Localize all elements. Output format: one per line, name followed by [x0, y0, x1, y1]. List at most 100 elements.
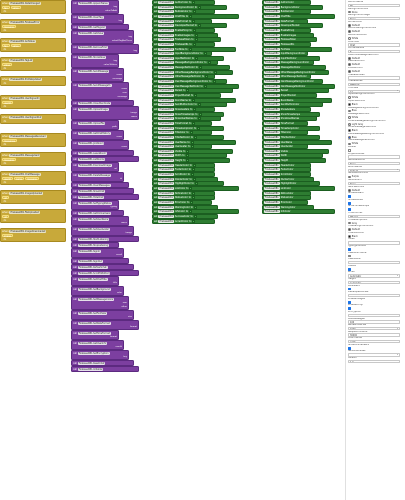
getter-block[interactable]: FirebaseDB1 TitleTextColor: [262, 134, 320, 140]
method-name[interactable]: FirebaseDB1.StartListening: [77, 237, 110, 241]
event-name[interactable]: FirebaseDB1.UserSignedIn: [9, 96, 41, 100]
getter-component[interactable]: FirebaseDB1: [264, 52, 280, 56]
getter-component[interactable]: FirebaseDB1: [264, 173, 280, 177]
property-input[interactable]: Automatic: [348, 280, 400, 285]
setter-block[interactable]: set FirebaseDB1 Width to: [152, 153, 227, 159]
setter-block[interactable]: set FirebaseDB1 ShowAvatars to: [152, 106, 215, 112]
color-picker[interactable]: White: [348, 37, 403, 40]
getter-component[interactable]: FirebaseDB1: [264, 205, 280, 209]
setter-property[interactable]: HeaderColor: [175, 163, 189, 167]
getter-component[interactable]: FirebaseDB1: [264, 154, 280, 158]
method-name[interactable]: FirebaseDB1.SetUserName: [77, 217, 110, 221]
getter-block[interactable]: FirebaseDB1 TimestampColor: [262, 125, 320, 131]
event-name[interactable]: FirebaseDB1.UserSignedOut: [9, 115, 43, 119]
color-swatch[interactable]: [348, 135, 351, 139]
setter-block[interactable]: set FirebaseDB1 ShowTimestamps to: [152, 111, 224, 117]
getter-block[interactable]: FirebaseDB1 InputTextColor: [262, 55, 320, 61]
setter-property[interactable]: HighlightColor: [175, 182, 191, 186]
setter-component[interactable]: FirebaseDB1: [158, 10, 175, 14]
property-input[interactable]: [348, 313, 400, 318]
property-input[interactable]: 14: [348, 89, 400, 93]
method-name[interactable]: FirebaseDB1.UploadFile: [77, 121, 106, 125]
getter-block[interactable]: FirebaseDB1 ShowAvatars: [262, 106, 311, 112]
setter-component[interactable]: FirebaseDB1: [158, 28, 175, 32]
getter-property[interactable]: EnableEmoji: [280, 28, 295, 32]
getter-block[interactable]: FirebaseDB1 StatusColor: [262, 195, 311, 201]
property-input[interactable]: 8: [348, 49, 400, 54]
event-param[interactable]: url: [2, 195, 9, 199]
setter-component[interactable]: FirebaseDB1: [158, 210, 175, 214]
setter-block[interactable]: set FirebaseDB1 WarningColor to: [152, 204, 218, 210]
method-name[interactable]: FirebaseDB1.SetMessageColors: [77, 297, 115, 301]
setter-property[interactable]: ShowTimestamps: [175, 112, 195, 116]
method-name[interactable]: FirebaseDB1.SendMessage: [77, 69, 110, 73]
setter-property[interactable]: Visible: [175, 149, 183, 153]
setter-block[interactable]: set FirebaseDB1 TitleTextColor to: [152, 134, 224, 140]
getter-component[interactable]: FirebaseDB1: [264, 28, 280, 32]
property-input[interactable]: DEFAULT: [348, 82, 400, 87]
setter-property[interactable]: FontSize: [175, 47, 185, 51]
setter-property[interactable]: DateFormat: [175, 19, 188, 23]
method-name[interactable]: FirebaseDB1.SetTypingStatus: [77, 201, 112, 205]
method-name[interactable]: FirebaseDB1.GetTagList: [77, 25, 106, 29]
setter-property[interactable]: FooterColor: [175, 168, 188, 172]
method-call-block[interactable]: call FirebaseDB1.SetChatTitle title: [71, 276, 119, 286]
color-picker[interactable]: Black: [348, 103, 403, 106]
event-name[interactable]: FirebaseDB1.GotValue: [9, 39, 36, 43]
setter-property[interactable]: EnableImages: [175, 33, 191, 37]
method-name[interactable]: FirebaseDB1.StopListening: [77, 243, 110, 247]
method-call-block[interactable]: call FirebaseDB1.JoinRoom room: [71, 140, 129, 150]
method-call-block[interactable]: call FirebaseDB1.DownloadImage url: [71, 162, 119, 172]
setter-property[interactable]: DeveloperBucket: [175, 24, 194, 28]
getter-component[interactable]: FirebaseDB1: [264, 19, 280, 23]
method-name[interactable]: FirebaseDB1.JoinRoom: [77, 141, 105, 145]
event-block[interactable]: when FirebaseDB1.ChatMessage userId name mes…: [0, 171, 66, 185]
getter-block[interactable]: FirebaseDB1 Height: [262, 158, 326, 164]
method-call-block[interactable]: call FirebaseDB1.StoreValue tag valueToStor…: [71, 54, 119, 68]
setter-block[interactable]: set FirebaseDB1 ChatTitle to: [152, 13, 239, 19]
method-call-block[interactable]: call FirebaseDB1.LeaveRoom: [71, 150, 134, 156]
method-name[interactable]: FirebaseDB1.RefreshChat: [77, 265, 108, 269]
method-name[interactable]: FirebaseDB1.SetFontSize: [77, 311, 107, 315]
getter-property[interactable]: FirebaseURL: [280, 42, 295, 46]
property-input[interactable]: 1000: [348, 326, 400, 331]
setter-property[interactable]: AuthorColor: [175, 1, 189, 4]
setter-property[interactable]: WarningColor: [175, 205, 190, 209]
property-input[interactable]: Chat: [348, 43, 400, 47]
property-checkbox[interactable]: [348, 300, 351, 304]
setter-block[interactable]: set FirebaseDB1 DeveloperBucket to: [152, 23, 227, 29]
setter-block[interactable]: set FirebaseDB1 Visible to: [152, 148, 233, 154]
getter-component[interactable]: FirebaseDB1: [264, 117, 280, 121]
setter-component[interactable]: FirebaseDB1: [158, 182, 175, 186]
method-call-block[interactable]: call FirebaseDB1.ClearTag tag: [71, 14, 124, 24]
getter-property[interactable]: MessageBackgroundColor: [280, 61, 310, 65]
getter-block[interactable]: FirebaseDB1 DividerColor: [262, 176, 314, 182]
setter-component[interactable]: FirebaseDB1: [158, 154, 175, 158]
setter-component[interactable]: FirebaseDB1: [158, 149, 175, 153]
event-param[interactable]: message: [25, 176, 39, 180]
setter-component[interactable]: FirebaseDB1: [158, 66, 175, 70]
setter-property[interactable]: TitleTextColor: [175, 135, 190, 139]
property-checkbox[interactable]: [348, 208, 351, 212]
getter-property[interactable]: AuthorColor: [280, 1, 294, 4]
getter-property[interactable]: HighlightColor: [280, 182, 297, 186]
getter-property[interactable]: TitleColor: [280, 131, 292, 135]
getter-block[interactable]: FirebaseDB1 ChatTitle: [262, 13, 335, 19]
setter-component[interactable]: FirebaseDB1: [158, 168, 175, 172]
method-name[interactable]: FirebaseDB1.DeleteMessage: [77, 173, 111, 177]
getter-property[interactable]: ProjectBucket: [280, 94, 296, 97]
event-block[interactable]: when FirebaseDB1.MessagesReceived messages…: [0, 133, 66, 147]
setter-property[interactable]: UserAvatar: [175, 145, 188, 149]
event-name[interactable]: FirebaseDB1.MessageSent: [9, 153, 41, 157]
color-swatch[interactable]: [348, 30, 351, 34]
setter-property[interactable]: RoomName: [175, 98, 188, 102]
event-block[interactable]: when FirebaseDB1.UserSignedIn userId do: [0, 95, 66, 109]
setter-component[interactable]: FirebaseDB1: [158, 177, 175, 181]
setter-property[interactable]: OtherMessageBackgroundColor: [175, 70, 210, 74]
property-input[interactable]: 1.0: [348, 359, 400, 364]
getter-component[interactable]: FirebaseDB1: [264, 66, 280, 70]
property-input[interactable]: None: [348, 181, 400, 186]
method-name[interactable]: FirebaseDB1.SetEncryption: [77, 351, 110, 355]
getter-block[interactable]: FirebaseDB1 InfoColor: [262, 209, 335, 215]
setter-property[interactable]: EnableEmoji: [175, 28, 189, 32]
